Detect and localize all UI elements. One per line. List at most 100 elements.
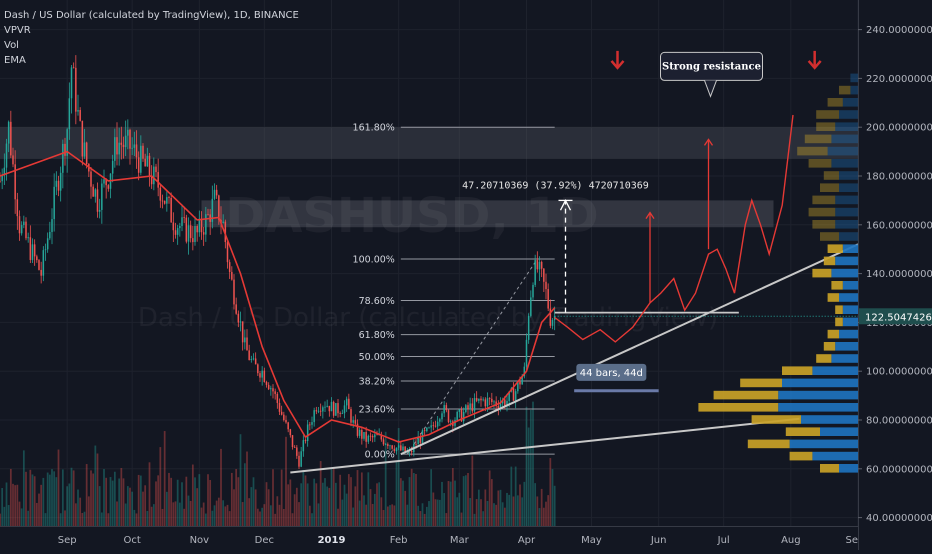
candle-body <box>261 370 263 378</box>
candle-body <box>293 446 296 448</box>
volume-bar <box>22 450 25 526</box>
candle-body <box>410 450 413 453</box>
candle-body <box>330 401 333 412</box>
time-tick-label: May <box>581 535 602 546</box>
candle-body <box>231 271 233 280</box>
candle-body <box>527 315 530 340</box>
volume-bar <box>42 477 45 526</box>
legend-vol[interactable]: Vol <box>4 40 19 51</box>
volume-bar <box>159 447 162 526</box>
candle-body <box>81 120 84 157</box>
volume-bar <box>525 406 528 526</box>
candle-body <box>397 445 400 448</box>
candle-body <box>374 434 376 438</box>
candle-body <box>337 403 339 414</box>
volume-bar <box>495 504 498 526</box>
volume-bar <box>412 472 415 526</box>
candle-body <box>185 217 188 242</box>
candle-body <box>328 405 331 412</box>
volume-bar <box>360 472 363 526</box>
volume-bar <box>313 478 316 526</box>
candle-body <box>491 398 493 403</box>
volume-bar <box>430 469 433 526</box>
fib-level-label: 38.20% <box>359 376 395 387</box>
vpvr-down-bar <box>839 329 858 339</box>
volume-bar <box>259 511 261 526</box>
candle-body <box>380 434 383 440</box>
candle-body <box>62 143 64 173</box>
volume-bar <box>365 504 368 526</box>
volume-bar <box>347 474 350 526</box>
candle-body <box>361 429 363 439</box>
vpvr-up-bar <box>839 85 851 95</box>
candle-body <box>155 166 157 173</box>
volume-bar <box>302 469 305 526</box>
volume-bar <box>534 483 537 526</box>
volume-bar <box>124 503 127 526</box>
vpvr-down-bar <box>842 317 858 327</box>
candle-body <box>280 411 283 415</box>
candle-body <box>207 214 209 215</box>
candle-body <box>343 405 346 414</box>
volume-bar <box>183 508 186 526</box>
candle-body <box>423 430 426 432</box>
candle-body <box>127 129 129 136</box>
volume-bar <box>120 468 123 526</box>
candle-body <box>42 250 45 276</box>
volume-bar <box>536 496 539 526</box>
candle-body <box>426 427 428 432</box>
volume-bar <box>499 489 502 526</box>
volume-bar <box>272 469 274 526</box>
volume-bar <box>68 483 71 526</box>
volume-bar <box>484 489 487 526</box>
candle-body <box>44 249 47 251</box>
candle-body <box>239 321 242 323</box>
volume-bar <box>278 504 281 526</box>
candle-body <box>25 221 27 239</box>
volume-bar <box>339 474 342 526</box>
legend-vpvr[interactable]: VPVR <box>4 25 31 36</box>
candle-body <box>150 176 153 185</box>
vpvr-down-bar <box>831 159 858 168</box>
volume-bar <box>441 481 443 526</box>
volume-bar <box>386 506 389 526</box>
vpvr-up-bar <box>751 415 801 424</box>
candle-body <box>135 144 138 158</box>
candle-body <box>369 435 372 437</box>
candle-body <box>324 406 326 408</box>
volume-bar <box>399 478 402 526</box>
candle-body <box>66 129 68 156</box>
volume-bar <box>46 472 49 526</box>
vpvr-down-bar <box>839 464 858 473</box>
candle-body <box>449 421 452 423</box>
volume-bar <box>358 500 361 526</box>
volume-bar <box>345 493 348 526</box>
volume-bar <box>135 513 138 526</box>
vpvr-down-bar <box>831 354 858 363</box>
volume-bar <box>148 462 151 526</box>
volume-bar <box>540 488 543 526</box>
candle-body <box>484 399 487 407</box>
candles <box>0 55 556 469</box>
vpvr-up-bar <box>812 195 836 205</box>
legend-title[interactable]: Dash / US Dollar (calculated by TradingV… <box>4 10 299 21</box>
volume-bar <box>35 502 38 526</box>
vpvr-down-bar <box>831 268 858 278</box>
candle-body <box>114 137 116 161</box>
candle-body <box>332 401 335 416</box>
volume-bar <box>189 500 192 526</box>
vpvr-down-bar <box>778 390 858 400</box>
measure-arrow <box>559 198 572 211</box>
candle-body <box>187 225 190 242</box>
volume-bar <box>304 475 307 526</box>
candle-body <box>317 410 320 412</box>
price-axis: 40.00000000 60.00000000 80.00000000 100.000… <box>554 0 932 550</box>
vpvr-up-bar <box>789 451 813 461</box>
vpvr-up-bar <box>812 220 836 229</box>
vpvr-down-bar <box>835 207 858 217</box>
legend-ema[interactable]: EMA <box>4 55 26 66</box>
volume-bar <box>83 511 86 526</box>
watermark: DASHUSD, 1D Dash / US Dollar (calculated… <box>138 188 718 333</box>
